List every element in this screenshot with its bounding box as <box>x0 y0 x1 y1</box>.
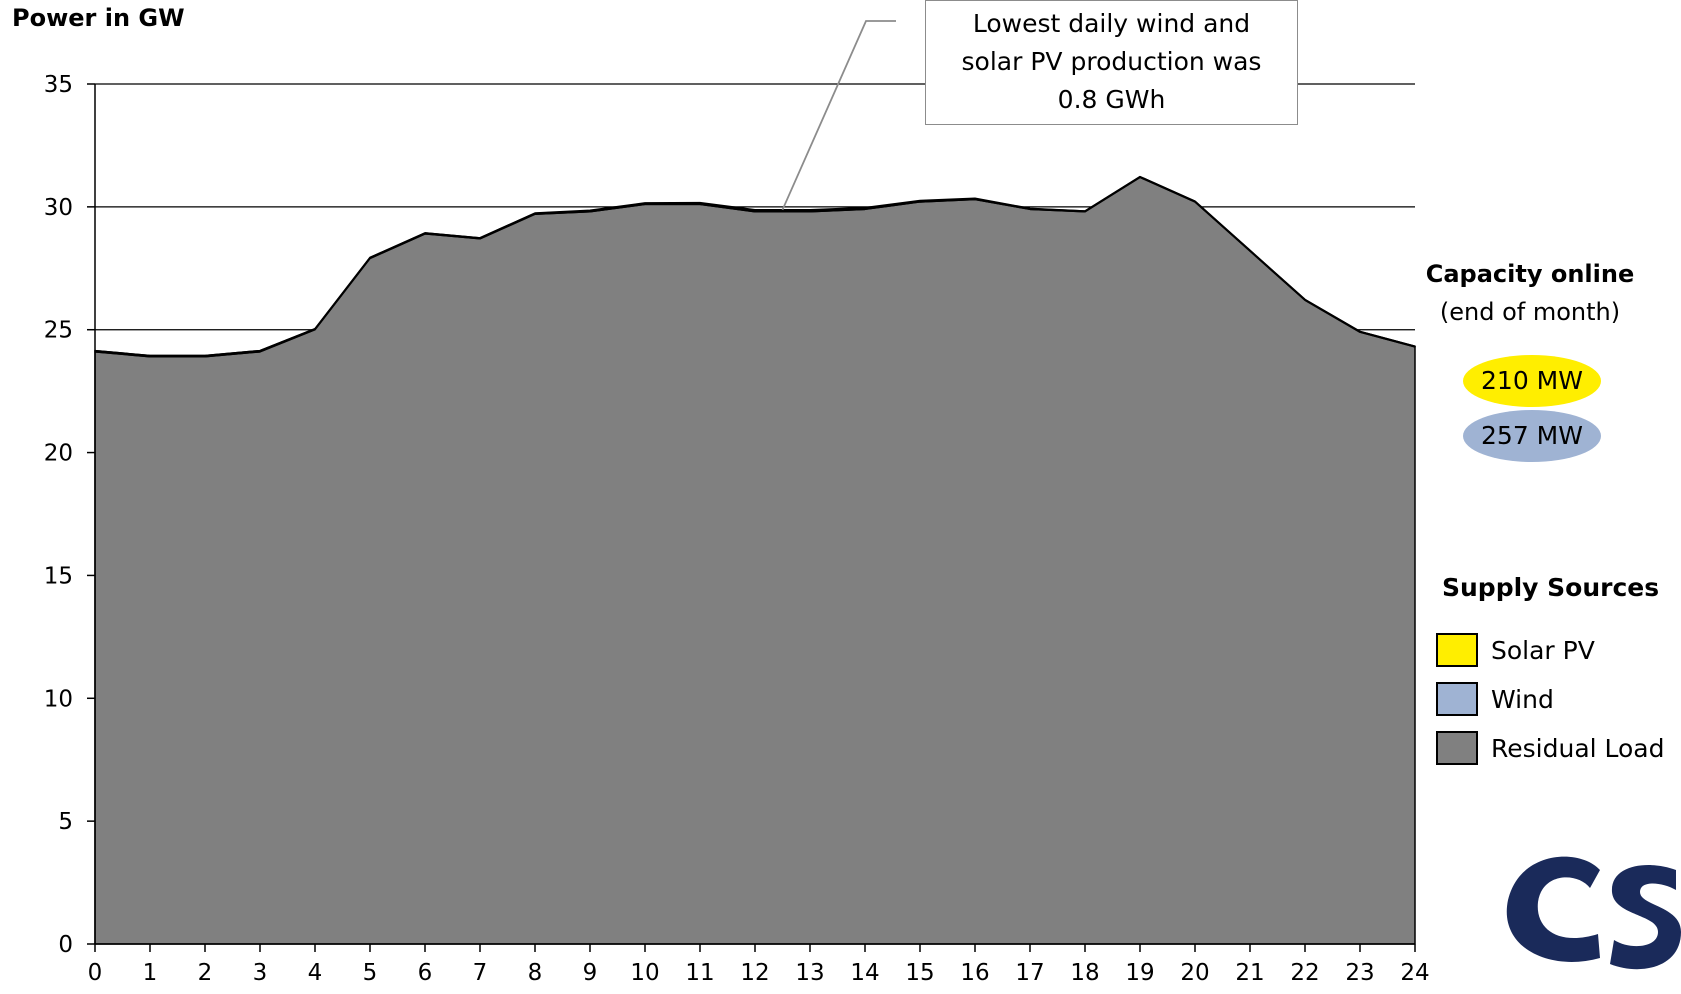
x-tick-label-23: 23 <box>1345 960 1374 986</box>
legend-label-wind: Wind <box>1491 682 1554 718</box>
y-tick-label-5: 5 <box>58 809 73 835</box>
legend-swatch-residual <box>1436 731 1478 765</box>
y-tick-label-15: 15 <box>44 563 73 589</box>
x-tick-label-24: 24 <box>1400 960 1429 986</box>
x-tick-label-12: 12 <box>740 960 769 986</box>
x-tick-label-8: 8 <box>528 960 543 986</box>
wind-capacity-badge: 257 MW <box>1463 410 1601 462</box>
x-tick-label-22: 22 <box>1290 960 1319 986</box>
annotation-line-2: solar PV production was <box>926 43 1297 81</box>
x-tick-label-17: 17 <box>1015 960 1044 986</box>
annotation-line-1: Lowest daily wind and <box>926 5 1297 43</box>
x-tick-label-15: 15 <box>905 960 934 986</box>
annotation-box: Lowest daily wind and solar PV productio… <box>925 0 1298 125</box>
x-tick-label-10: 10 <box>630 960 659 986</box>
x-tick-label-7: 7 <box>473 960 488 986</box>
x-tick-label-21: 21 <box>1235 960 1264 986</box>
annotation-callout-line <box>783 21 897 210</box>
x-tick-label-4: 4 <box>308 960 323 986</box>
legend-swatch-solar <box>1436 633 1478 667</box>
y-tick-label-35: 35 <box>44 72 73 98</box>
y-tick-label-30: 30 <box>44 195 73 221</box>
x-tick-label-1: 1 <box>143 960 158 986</box>
y-axis-label: Power in GW <box>12 4 185 32</box>
x-tick-label-0: 0 <box>88 960 103 986</box>
legend-title: Supply Sources <box>1442 573 1659 602</box>
x-tick-label-16: 16 <box>960 960 989 986</box>
x-tick-label-6: 6 <box>418 960 433 986</box>
x-tick-label-18: 18 <box>1070 960 1099 986</box>
annotation-line-3: 0.8 GWh <box>926 81 1297 119</box>
annotation-pointer <box>783 21 897 210</box>
x-tick-label-19: 19 <box>1125 960 1154 986</box>
area-residual-load <box>95 177 1415 944</box>
solar-capacity-badge: 210 MW <box>1463 355 1601 407</box>
y-tick-label-20: 20 <box>44 441 73 467</box>
capacity-title: Capacity online <box>1425 260 1635 288</box>
x-tick-label-20: 20 <box>1180 960 1209 986</box>
legend-label-residual: Residual Load <box>1491 731 1665 767</box>
x-tick-label-11: 11 <box>685 960 714 986</box>
x-tick-label-13: 13 <box>795 960 824 986</box>
x-tick-label-5: 5 <box>363 960 378 986</box>
y-tick-labels: 0 5 10 15 20 25 30 35 <box>44 72 73 958</box>
y-tick-label-0: 0 <box>58 932 73 958</box>
csi-logo-icon <box>1490 830 1681 994</box>
legend-label-solar: Solar PV <box>1491 633 1595 669</box>
legend-swatch-wind <box>1436 682 1478 716</box>
x-tick-label-14: 14 <box>850 960 879 986</box>
x-tick-labels: 0 1 2 3 4 5 6 7 8 9 10 11 12 13 14 15 16 17 18 19 20 21 22 23 24 <box>88 960 1430 986</box>
area-series <box>95 177 1415 944</box>
capacity-subtitle: (end of month) <box>1425 298 1635 326</box>
y-tick-label-25: 25 <box>44 318 73 344</box>
x-tick-label-3: 3 <box>253 960 268 986</box>
x-tick-label-2: 2 <box>198 960 213 986</box>
y-tick-label-10: 10 <box>44 686 73 712</box>
x-tick-label-9: 9 <box>583 960 598 986</box>
